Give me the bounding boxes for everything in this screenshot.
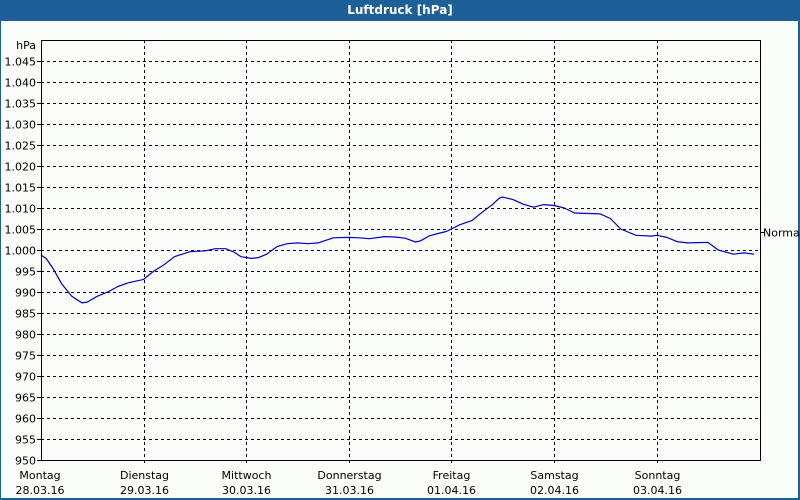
x-tick-day: Dienstag xyxy=(120,469,169,482)
x-tick-date: 30.03.16 xyxy=(222,484,271,497)
y-tick-label: 1.010 xyxy=(5,203,37,216)
x-tick-day: Montag xyxy=(19,469,60,482)
normal-label: Normal xyxy=(763,227,800,240)
y-tick-label: 1.015 xyxy=(5,182,37,195)
y-tick-label: 985 xyxy=(15,308,36,321)
window-title: Luftdruck [hPa] xyxy=(347,3,453,17)
x-tick-date: 03.04.16 xyxy=(633,484,682,497)
y-tick-label: 1.035 xyxy=(5,98,37,111)
y-tick-label: 965 xyxy=(15,392,36,405)
y-tick-label: 960 xyxy=(15,413,36,426)
y-tick-label: 1.020 xyxy=(5,161,37,174)
y-tick-label: 970 xyxy=(15,371,36,384)
x-tick-day: Samstag xyxy=(530,469,578,482)
y-tick-label: 1.025 xyxy=(5,140,37,153)
x-tick-day: Mittwoch xyxy=(222,469,272,482)
y-tick-label: 980 xyxy=(15,329,36,342)
x-tick-day: Donnerstag xyxy=(317,469,381,482)
y-tick-label: 990 xyxy=(15,287,36,300)
y-tick-label: 995 xyxy=(15,266,36,279)
y-axis-unit: hPa xyxy=(16,39,36,52)
x-tick-date: 01.04.16 xyxy=(427,484,476,497)
x-tick-day: Freitag xyxy=(433,469,471,482)
x-tick-date: 02.04.16 xyxy=(530,484,579,497)
x-tick-day: Sonntag xyxy=(635,469,681,482)
y-tick-label: 1.005 xyxy=(5,224,37,237)
y-tick-label: 950 xyxy=(15,455,36,468)
y-tick-label: 1.030 xyxy=(5,119,37,132)
x-tick-date: 31.03.16 xyxy=(325,484,374,497)
y-tick-label: 1.000 xyxy=(5,245,37,258)
y-tick-label: 1.040 xyxy=(5,77,37,90)
y-tick-label: 1.045 xyxy=(5,56,37,69)
plot-frame xyxy=(41,40,761,461)
pressure-line xyxy=(40,196,755,304)
y-tick-label: 955 xyxy=(15,434,36,447)
y-tick-label: 975 xyxy=(15,350,36,363)
x-tick-date: 28.03.16 xyxy=(16,484,65,497)
x-tick-date: 29.03.16 xyxy=(120,484,169,497)
